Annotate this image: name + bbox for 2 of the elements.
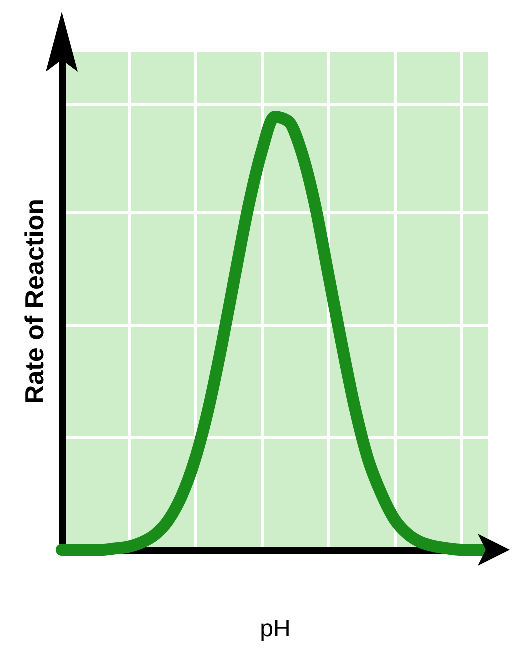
x-axis-title: pH xyxy=(260,616,291,642)
y-axis-title: Rate of Reaction xyxy=(20,198,50,404)
